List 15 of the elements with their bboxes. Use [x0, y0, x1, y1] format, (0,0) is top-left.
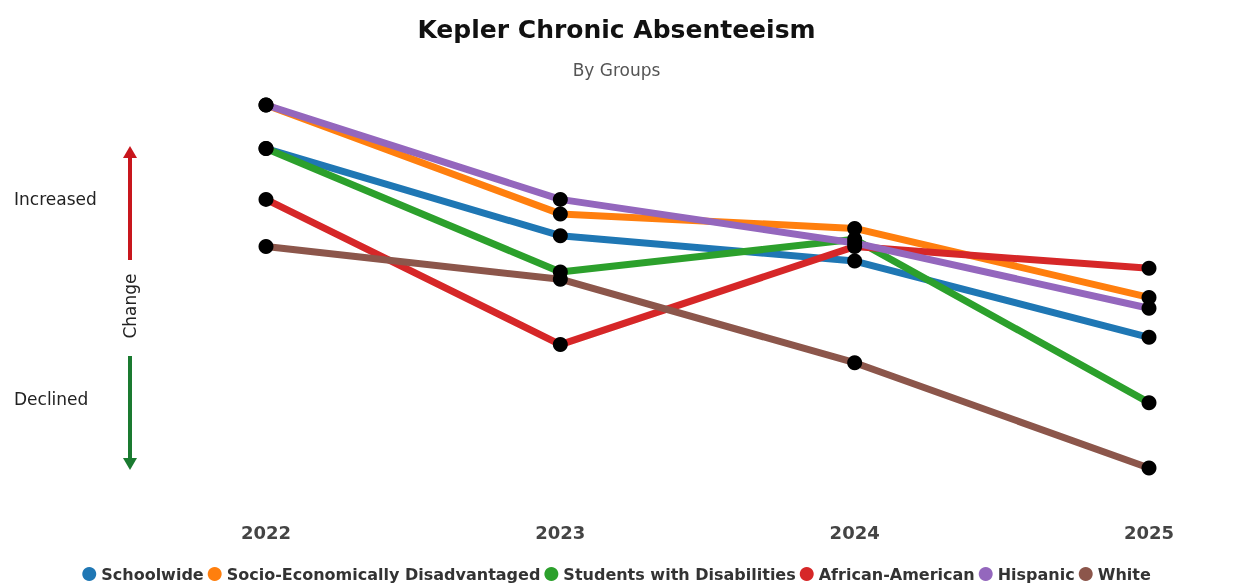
- legend-label: African-American: [818, 564, 975, 584]
- legend-label: White: [1097, 564, 1151, 584]
- x-tick-label: 2023: [535, 521, 586, 543]
- chart-subtitle: By Groups: [572, 59, 661, 80]
- legend-label: Socio-Economically Disadvantaged: [226, 564, 541, 584]
- chart-title: Kepler Chronic Absenteeism: [417, 15, 816, 44]
- annotation: Change: [120, 273, 140, 339]
- text: Declined: [14, 388, 89, 409]
- legend-label: Hispanic: [997, 564, 1075, 584]
- text: Increased: [14, 188, 97, 209]
- legend-label: Schoolwide: [101, 564, 204, 584]
- x-tick-label: 2022: [240, 521, 292, 543]
- x-tick-label: 2024: [829, 521, 880, 543]
- x-tick-label: 2025: [1123, 521, 1175, 543]
- legend-label: Students with Disabilities: [563, 564, 796, 584]
